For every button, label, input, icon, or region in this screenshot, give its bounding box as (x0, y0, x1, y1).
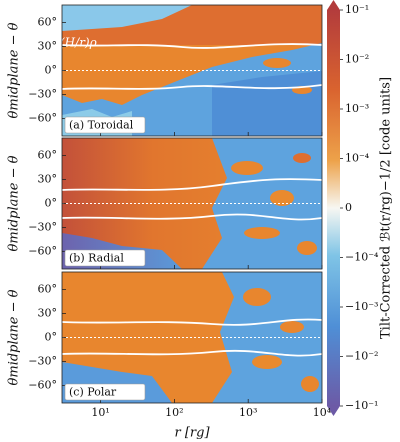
y-tick-label: 60° (38, 283, 58, 296)
y-axis-label: θmidplane − θ (7, 22, 22, 118)
colorbar-tick-label: 10⁻⁴ (345, 152, 370, 165)
y-axis-label: θmidplane − θ (7, 155, 22, 251)
x-axis-label: r [rg] (174, 426, 210, 441)
y-tick-label: −30° (28, 220, 57, 233)
colorbar-tick-label: −10⁻¹ (345, 399, 378, 412)
panel-label: (b) Radial (69, 252, 124, 265)
y-axis-label: θmidplane − θ (7, 289, 22, 385)
x-tick-label: 10⁴ (313, 406, 332, 419)
x-tick-label: 10² (165, 406, 183, 419)
colorbar-tick-label: 10⁻¹ (345, 3, 369, 16)
x-tick-label: 10¹ (91, 406, 109, 419)
panel-label-box (64, 249, 146, 267)
panel-image (62, 138, 322, 269)
colorbar-tick-label: −10⁻³ (345, 300, 378, 313)
y-tick-label: 0° (45, 331, 58, 344)
panel-label-box (64, 383, 146, 401)
y-tick-label: 30° (38, 173, 58, 186)
colorbar-tick-label: 0 (345, 201, 352, 214)
colorbar-label: Tilt-Corrected ℬt(r/rg)−1/2 [code units] (379, 77, 394, 339)
y-tick-label: −60° (28, 378, 57, 391)
annotation: (H/r)ρ (60, 36, 97, 50)
y-tick-label: −30° (28, 354, 57, 367)
panel-label: (c) Polar (69, 386, 117, 399)
colorbar-extend (327, 406, 340, 416)
y-tick-label: −60° (28, 111, 57, 124)
colorbar-tick-label: −10⁻² (345, 350, 378, 363)
panel-image (62, 272, 322, 403)
y-tick-label: −60° (28, 244, 57, 257)
colorbar (327, 10, 340, 406)
y-tick-label: 30° (38, 307, 58, 320)
colorbar-tick-label: −10⁻⁴ (345, 251, 379, 264)
panel-label-box (64, 116, 146, 134)
panel-image (62, 5, 322, 136)
colorbar-tick-label: 10⁻² (345, 53, 369, 66)
colorbar-tick-label: 10⁻³ (345, 102, 369, 115)
y-tick-label: 60° (38, 149, 58, 162)
y-tick-label: 0° (45, 64, 58, 77)
y-tick-label: 0° (45, 197, 58, 210)
panel-label: (a) Toroidal (69, 119, 134, 132)
colorbar-extend (327, 0, 340, 10)
y-tick-label: 30° (38, 40, 58, 53)
y-tick-label: 60° (38, 16, 58, 29)
y-tick-label: −30° (28, 87, 57, 100)
x-tick-label: 10³ (239, 406, 257, 419)
